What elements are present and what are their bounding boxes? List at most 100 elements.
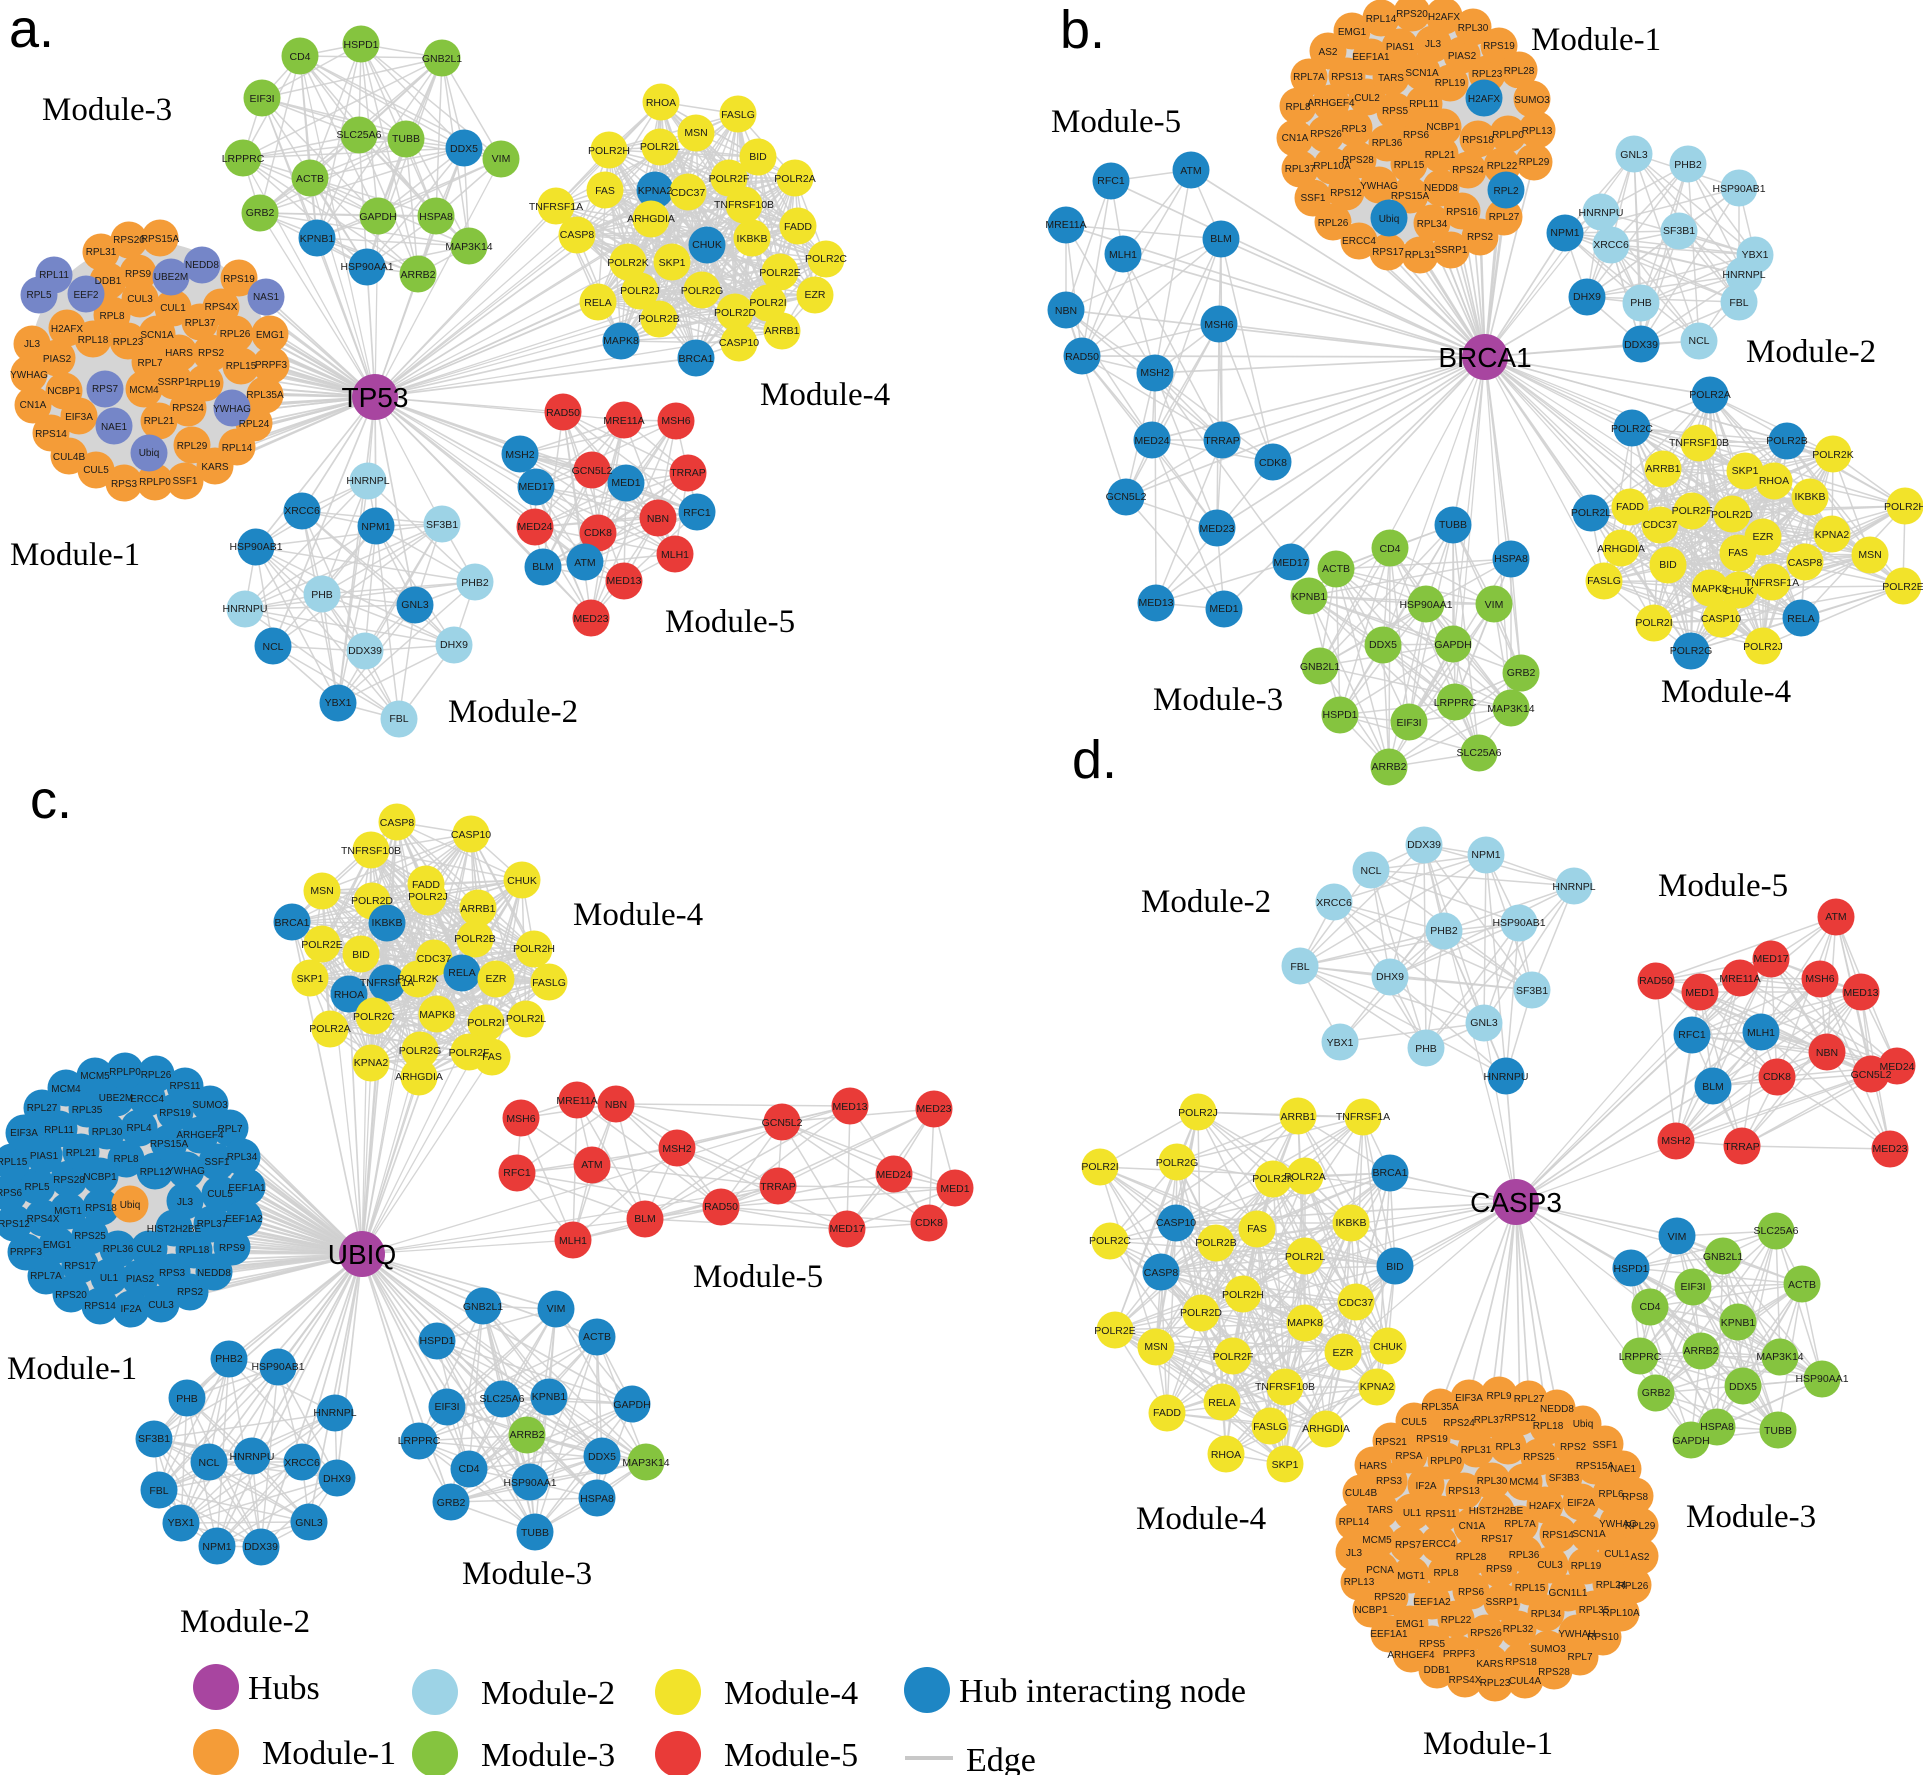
svg-text:IF2A: IF2A (1415, 1481, 1436, 1492)
svg-text:CUL5: CUL5 (83, 465, 109, 476)
svg-text:CDC37: CDC37 (417, 953, 452, 965)
svg-text:RPS20: RPS20 (55, 1290, 87, 1301)
svg-text:HSPA8: HSPA8 (1494, 553, 1528, 565)
svg-text:XRCC6: XRCC6 (284, 1457, 320, 1469)
svg-text:AS2: AS2 (1631, 1552, 1650, 1563)
svg-text:ATM: ATM (581, 1159, 602, 1171)
svg-text:CUL4A: CUL4A (1509, 1676, 1542, 1687)
svg-text:RPS2: RPS2 (1467, 232, 1494, 243)
svg-text:UL1: UL1 (1403, 1508, 1422, 1519)
svg-text:POLR2E: POLR2E (1882, 581, 1923, 593)
svg-text:MRE11A: MRE11A (1719, 973, 1760, 985)
svg-text:NBN: NBN (605, 1099, 627, 1111)
svg-text:BID: BID (352, 949, 370, 961)
svg-text:MCM5: MCM5 (1362, 1535, 1392, 1546)
svg-text:RFC1: RFC1 (503, 1167, 531, 1179)
svg-text:CUL2: CUL2 (136, 1244, 162, 1255)
svg-text:FASLG: FASLG (1587, 575, 1621, 587)
svg-text:MED23: MED23 (573, 613, 608, 625)
svg-text:UBE2M: UBE2M (154, 272, 188, 283)
svg-text:RPL4: RPL4 (126, 1123, 151, 1134)
svg-text:RHOA: RHOA (1211, 1449, 1241, 1461)
svg-text:CDC37: CDC37 (1339, 1297, 1374, 1309)
svg-text:ARHGDIA: ARHGDIA (1597, 543, 1645, 555)
svg-text:NEDD8: NEDD8 (197, 1268, 231, 1279)
svg-text:KPNA2: KPNA2 (1360, 1381, 1395, 1393)
svg-text:EEF1A2: EEF1A2 (225, 1214, 263, 1225)
svg-text:XRCC6: XRCC6 (284, 505, 320, 517)
svg-text:POLR2H: POLR2H (1884, 501, 1923, 513)
svg-text:ARHGDIA: ARHGDIA (1302, 1423, 1350, 1435)
svg-text:LRPPRC: LRPPRC (1619, 1351, 1662, 1363)
svg-text:RPL34: RPL34 (1417, 219, 1448, 230)
svg-text:HSP90AA1: HSP90AA1 (503, 1477, 556, 1489)
svg-text:CN1A: CN1A (1459, 1521, 1486, 1532)
svg-text:PHB2: PHB2 (215, 1353, 243, 1365)
svg-text:RPS13: RPS13 (1448, 1486, 1480, 1497)
svg-text:RPS20: RPS20 (1396, 9, 1428, 20)
svg-text:MLH1: MLH1 (559, 1235, 587, 1247)
svg-text:HSP90AA1: HSP90AA1 (1795, 1373, 1848, 1385)
svg-text:BRCA1: BRCA1 (1438, 342, 1531, 373)
svg-text:RPL13: RPL13 (1344, 1577, 1375, 1588)
svg-text:MRE11A: MRE11A (1045, 219, 1086, 231)
svg-text:POLR2K: POLR2K (607, 257, 648, 269)
svg-text:NBN: NBN (647, 513, 669, 525)
svg-text:CUL3: CUL3 (1537, 1560, 1563, 1571)
svg-text:GCN5L2: GCN5L2 (1106, 491, 1147, 503)
svg-text:RPL9: RPL9 (1486, 1391, 1511, 1402)
svg-text:MSN: MSN (684, 127, 707, 139)
svg-text:RPL7: RPL7 (1567, 1652, 1592, 1663)
svg-text:b.: b. (1060, 0, 1105, 60)
svg-text:RPL29: RPL29 (177, 441, 208, 452)
svg-text:RPL21: RPL21 (66, 1148, 97, 1159)
svg-text:Module-2: Module-2 (1746, 334, 1876, 370)
svg-text:RPS12: RPS12 (1330, 188, 1362, 199)
svg-text:CN1A: CN1A (20, 400, 47, 411)
svg-text:TRRAP: TRRAP (670, 467, 706, 479)
svg-text:SKP1: SKP1 (1732, 465, 1759, 477)
svg-text:RPL3: RPL3 (1495, 1442, 1520, 1453)
svg-text:CUL2: CUL2 (1354, 93, 1380, 104)
svg-text:RPS28: RPS28 (53, 1175, 85, 1186)
svg-text:MED23: MED23 (916, 1103, 951, 1115)
svg-text:RPS20: RPS20 (1374, 1592, 1406, 1603)
svg-text:PCNA: PCNA (1366, 1565, 1394, 1576)
svg-text:GCN5L2: GCN5L2 (762, 1117, 803, 1129)
svg-text:RAD50: RAD50 (1639, 975, 1673, 987)
svg-text:SKP1: SKP1 (1272, 1459, 1299, 1471)
svg-text:GRB2: GRB2 (1642, 1387, 1671, 1399)
svg-text:RPLP0: RPLP0 (139, 477, 171, 488)
svg-text:CN1A: CN1A (1282, 133, 1309, 144)
svg-text:BLM: BLM (1210, 233, 1232, 245)
svg-text:DDX5: DDX5 (450, 143, 478, 155)
svg-text:IKBKB: IKBKB (737, 233, 768, 245)
svg-text:CHUK: CHUK (692, 239, 722, 251)
svg-text:SUMO3: SUMO3 (192, 1100, 228, 1111)
svg-text:PHB2: PHB2 (1674, 159, 1702, 171)
svg-text:RPL2: RPL2 (1493, 186, 1518, 197)
svg-text:KPNA2: KPNA2 (354, 1057, 389, 1069)
svg-text:EIF3I: EIF3I (249, 93, 274, 105)
svg-text:ATM: ATM (574, 557, 595, 569)
svg-text:RAD50: RAD50 (546, 407, 580, 419)
svg-text:LRPPRC: LRPPRC (222, 153, 265, 165)
svg-text:VIM: VIM (547, 1303, 566, 1315)
svg-text:CUL4B: CUL4B (1345, 1488, 1378, 1499)
svg-text:RPL29: RPL29 (1625, 1521, 1656, 1532)
svg-text:RPS19: RPS19 (159, 1108, 191, 1119)
svg-text:RPS9: RPS9 (1486, 1564, 1513, 1575)
svg-text:Module-3: Module-3 (1686, 1499, 1816, 1535)
svg-text:RPS24: RPS24 (1452, 165, 1484, 176)
svg-text:GCN5L2: GCN5L2 (572, 465, 613, 477)
svg-text:RPL26: RPL26 (141, 1070, 172, 1081)
svg-text:EIF2A: EIF2A (1567, 1498, 1595, 1509)
svg-text:RPS25: RPS25 (74, 1231, 106, 1242)
svg-text:POLR2L: POLR2L (1571, 507, 1611, 519)
svg-text:POLR2J: POLR2J (408, 891, 448, 903)
svg-text:GNB2L1: GNB2L1 (1300, 661, 1340, 673)
svg-text:SCN1A: SCN1A (140, 330, 174, 341)
svg-text:EZR: EZR (805, 289, 826, 301)
svg-text:TUBB: TUBB (521, 1527, 549, 1539)
svg-text:RPS8: RPS8 (1622, 1492, 1649, 1503)
